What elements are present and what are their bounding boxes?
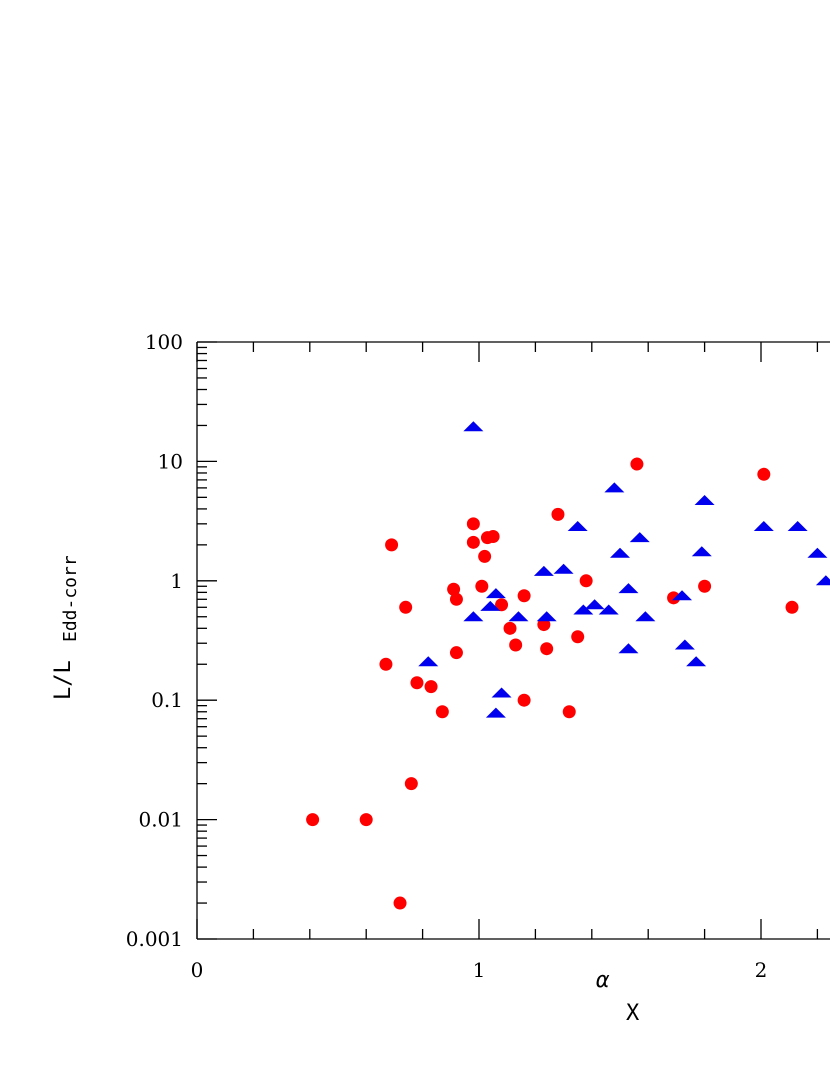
triangle-point xyxy=(691,546,712,557)
circle-point xyxy=(379,657,393,671)
triangle-point xyxy=(553,563,574,574)
triangle-point xyxy=(573,604,594,615)
triangle-point xyxy=(672,590,693,601)
y-tick-label: 0.1 xyxy=(151,688,183,712)
circle-point xyxy=(435,705,449,719)
triangle-point xyxy=(604,482,625,493)
data-markers xyxy=(306,421,830,910)
triangle-point xyxy=(485,707,506,718)
circle-point xyxy=(447,582,461,596)
plot-frame xyxy=(196,341,830,940)
triangle-point xyxy=(508,611,529,622)
circle-point xyxy=(571,630,585,644)
triangle-point xyxy=(463,421,484,432)
circle-point xyxy=(503,621,517,635)
triangle-point xyxy=(635,611,656,622)
circle-point xyxy=(495,598,509,612)
triangle-point xyxy=(418,656,439,667)
triangle-point xyxy=(567,520,588,531)
y-tick-label: 0.01 xyxy=(138,808,183,832)
x-tick-label: 0 xyxy=(191,958,204,982)
circle-point xyxy=(449,592,463,606)
circle-point xyxy=(540,642,554,656)
circle-point xyxy=(306,813,320,827)
circle-point xyxy=(359,813,373,827)
triangle-point xyxy=(674,639,695,650)
circle-point xyxy=(393,896,407,910)
circle-point xyxy=(562,705,576,719)
triangle-point xyxy=(491,687,512,698)
circle-point xyxy=(410,676,424,690)
axis-labels: α X L/L Edd-corr xyxy=(51,555,640,1026)
triangle-point xyxy=(584,599,605,610)
circle-point xyxy=(466,535,480,549)
circle-point xyxy=(785,600,799,614)
circle-point xyxy=(486,529,500,543)
y-tick-label: 100 xyxy=(145,330,183,354)
triangle-point xyxy=(618,583,639,594)
triangle-point xyxy=(598,604,619,615)
circle-point xyxy=(667,591,681,605)
triangle-point xyxy=(787,520,808,531)
y-tick-label: 1 xyxy=(170,569,183,593)
triangle-point xyxy=(807,547,828,558)
y-axis-label: L/L xyxy=(51,660,76,700)
triangle-point xyxy=(686,656,707,667)
x-axis-label-subscript: X xyxy=(626,1001,640,1026)
x-axis-label: α xyxy=(596,968,610,993)
triangle-point xyxy=(536,611,557,622)
circle-point xyxy=(475,579,489,593)
triangle-point xyxy=(463,611,484,622)
circle-point xyxy=(630,457,644,471)
y-axis-label-subscript: Edd-corr xyxy=(60,555,81,642)
triangle-point xyxy=(533,565,554,576)
triangle-point xyxy=(485,588,506,599)
triangle-point xyxy=(618,643,639,654)
circle-point xyxy=(466,517,480,531)
circle-point xyxy=(404,777,418,791)
tick-labels: 0 1 2 0.001 0.01 0.1 1 10 100 xyxy=(126,330,768,982)
circle-point xyxy=(424,680,438,694)
x-tick-label: 1 xyxy=(473,958,486,982)
circle-point xyxy=(399,600,413,614)
triangle-point xyxy=(815,575,830,586)
circle-point xyxy=(385,538,399,552)
triangle-point xyxy=(629,532,650,543)
circle-point xyxy=(551,507,565,521)
circle-point xyxy=(698,579,712,593)
y-tick-label: 0.001 xyxy=(126,927,183,951)
circle-point xyxy=(757,467,771,481)
circle-point xyxy=(478,549,492,563)
axis-ticks xyxy=(196,341,819,940)
triangle-point xyxy=(610,547,630,558)
circle-point xyxy=(579,574,593,588)
triangle-point xyxy=(753,520,774,531)
triangle-point xyxy=(480,600,501,611)
circle-point xyxy=(537,618,551,632)
circle-point xyxy=(517,589,531,603)
y-tick-label: 10 xyxy=(158,449,183,473)
circle-point xyxy=(509,638,523,652)
circle-point xyxy=(517,693,531,707)
circle-point xyxy=(449,646,463,660)
x-tick-label: 2 xyxy=(755,958,768,982)
triangle-point xyxy=(694,495,715,506)
